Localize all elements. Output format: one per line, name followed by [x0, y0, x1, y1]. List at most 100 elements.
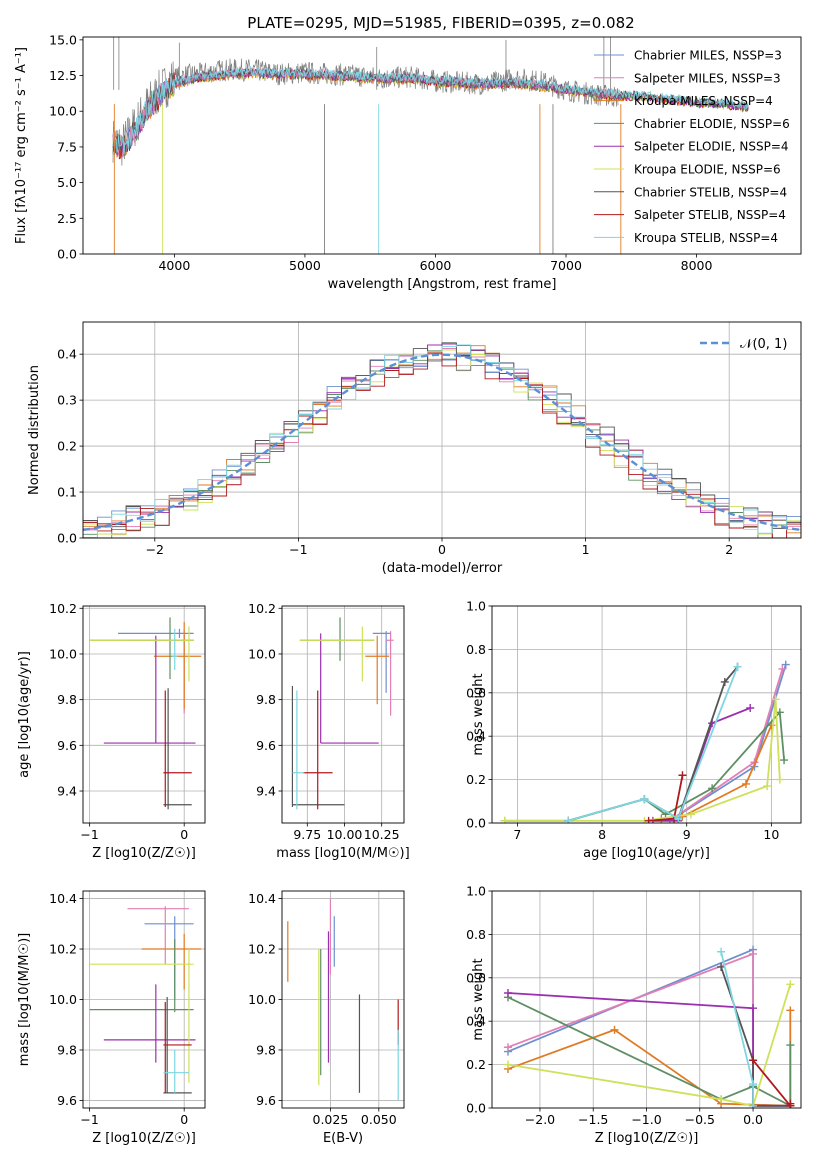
- residuals-ytick-label: 0.0: [57, 531, 77, 546]
- age_vs_mass-xtick-label: 10.00: [327, 827, 363, 842]
- spectrum-xtick-label: 5000: [289, 258, 321, 273]
- residuals-xtick-label: 2: [725, 542, 733, 557]
- errorbar-point-salpeter-stelib: [163, 1002, 192, 1093]
- mass_vs_Z-x-axis-label: Z [log10(Z/Z☉)]: [92, 1131, 196, 1146]
- residuals-panel: −2 −1 0 1 2 0.0 0.1 0.2 0.3 0.4 (data-model)/error…: [27, 321, 802, 576]
- weight-point-marker: [749, 1056, 758, 1065]
- weight-point-marker: [733, 662, 742, 671]
- spectrum-y-axis-label: Flux [fλ10⁻¹⁷ erg cm⁻² s⁻¹ A⁻¹]: [14, 47, 29, 244]
- weight_vs_Z-plot-area: [503, 945, 795, 1108]
- weight_vs_Z-xtick-label: −2.0: [525, 1112, 555, 1127]
- age_vs_mass-x-axis-label: mass [log10(M/M☉)]: [276, 846, 409, 861]
- mass_vs_ebv-frame: [281, 890, 405, 1109]
- weight-point-marker: [717, 1095, 726, 1104]
- age_vs_Z-ytick-label: 9.4: [57, 784, 77, 799]
- age_vs_Z-y-axis-label: age [log10(age/yr)]: [17, 651, 32, 778]
- errorbar-point-kroupa-stelib: [171, 628, 178, 670]
- weight_vs_Z-x-axis-label: Z [log10(Z/Z☉)]: [595, 1131, 699, 1146]
- errorbar-point-chabrier-stelib: [291, 685, 345, 808]
- weight_vs_Z-y-axis-label: mass weight: [471, 958, 486, 1040]
- mass_vs_Z-grid: [83, 891, 205, 1108]
- spectrum-ytick-label: 2.5: [57, 211, 77, 226]
- mass_vs_Z-xtick-label: 0: [180, 1112, 188, 1127]
- errorbar-point-salpeter-miles: [386, 631, 394, 716]
- mass_vs_ebv-ytick-label: 10.4: [248, 891, 276, 906]
- weight_vs_Z-frame-group: −2.0 −1.5 −1.0 −0.5 0.0 0.0 0.2 0.4 0.6 0.8 1.0 Z […: [466, 884, 802, 1146]
- errorbar-point-salpeter-elodie: [103, 984, 196, 1063]
- weight-point-marker: [610, 1025, 619, 1034]
- weight-series-kroupa-elodie: [503, 980, 795, 1108]
- weight-point-marker: [749, 1004, 758, 1013]
- weight-point-marker: [749, 1101, 758, 1108]
- residuals-ytick-label: 0.4: [57, 347, 77, 362]
- errorbar-point-kroupa-elodie: [299, 626, 375, 682]
- residual-histogram-salpeter-stelib-step: [83, 352, 801, 538]
- weight_vs_age-ytick-label: 0.4: [466, 729, 486, 744]
- errorbar-point-chabrier-miles: [372, 631, 391, 693]
- errorbar-point-salpeter-miles: [127, 906, 189, 965]
- age_vs_mass-grid: [282, 606, 404, 823]
- weight-point-marker: [771, 695, 780, 704]
- age_vs_Z-xtick-label: −1: [80, 827, 98, 842]
- mass_vs_ebv-ytick-label: 9.6: [256, 1093, 276, 1108]
- weight-point-marker: [564, 816, 573, 823]
- weight_vs_Z-ytick-label: 0.2: [466, 1057, 486, 1072]
- weight_vs_age-ytick-label: 0.0: [466, 816, 486, 831]
- mass_vs_Z-ytick-label: 10.4: [49, 891, 77, 906]
- weight_vs_age-frame: [491, 605, 802, 824]
- weight-point-marker: [786, 1041, 795, 1050]
- weight-point-marker: [749, 1080, 758, 1089]
- weight-point-marker: [503, 1043, 512, 1052]
- residuals-x-axis-label: (data-model)/error: [382, 561, 503, 576]
- mass_vs_ebv-ytick-label: 10.0: [248, 992, 276, 1007]
- residuals-y-axis-label: Normed distribution: [27, 365, 42, 495]
- mass-weight-vs-age-panel: 7 8 9 10 0.0 0.2 0.4 0.6 0.8 1.0 age [log10(age/yr…: [466, 599, 802, 861]
- legend-label-chabrier-miles: Chabrier MILES, NSSP=3: [634, 49, 782, 63]
- weight_vs_age-ytick-label: 0.6: [466, 685, 486, 700]
- errorbar-point-kroupa-stelib: [163, 1049, 189, 1093]
- mass-vs-extinction-panel: 0.025 0.050 9.6 9.8 10.0 10.2 10.4 E(B-V): [248, 890, 405, 1146]
- weight-point-marker: [678, 771, 687, 780]
- weight-point-marker: [746, 703, 755, 712]
- weight-point-marker: [503, 988, 512, 997]
- spectrum-xtick-label: 8000: [681, 258, 713, 273]
- spectrum-xtick-label: 4000: [158, 258, 190, 273]
- legend-label-salpeter-stelib: Salpeter STELIB, NSSP=4: [634, 208, 786, 222]
- spectrum-ytick-label: 5.0: [57, 175, 77, 190]
- weight_vs_age-ytick-label: 0.8: [466, 642, 486, 657]
- weight-series-line: [507, 984, 792, 1107]
- weight-point-marker: [708, 784, 717, 793]
- weight-point-marker: [780, 756, 789, 765]
- mass_vs_ebv-ytick-label: 10.2: [248, 942, 276, 957]
- mass_vs_ebv-frame-group: 0.025 0.050 9.6 9.8 10.0 10.2 10.4 E(B-V): [248, 890, 405, 1146]
- weight-point-marker: [720, 677, 729, 686]
- spectrum-legend: Chabrier MILES, NSSP=3 Salpeter MILES, NS…: [594, 49, 790, 245]
- age_vs_Z-ytick-label: 10.2: [49, 601, 77, 616]
- mass_vs_Z-y-axis-label: mass [log10(M/M☉)]: [17, 933, 32, 1066]
- age_vs_Z-frame-group: −1 0 9.4 9.6 9.8 10.0 10.2 Z [log10(Z/Z☉)] age […: [17, 601, 206, 861]
- age_vs_Z-ytick-label: 9.6: [57, 738, 77, 753]
- age_vs_mass-ytick-label: 10.2: [248, 601, 276, 616]
- residuals-ytick-label: 0.2: [57, 439, 77, 454]
- age_vs_mass-xtick-label: 10.25: [364, 827, 400, 842]
- weight-point-marker: [686, 810, 695, 819]
- mass_vs_Z-plot-area: [89, 906, 202, 1094]
- weight_vs_age-xtick-label: 7: [513, 827, 521, 842]
- mass_vs_ebv-xtick-label: 0.025: [313, 1112, 349, 1127]
- mass_vs_ebv-xtick-label: 0.050: [361, 1112, 397, 1127]
- weight-point-marker: [717, 947, 726, 956]
- weight-point-marker: [786, 980, 795, 989]
- residuals-frame: [82, 321, 802, 539]
- normal-distribution-curve: [83, 353, 801, 532]
- mass_vs_ebv-plot-area: [287, 898, 399, 1101]
- age_vs_Z-ytick-label: 10.0: [49, 646, 77, 661]
- residuals-xtick-label: −1: [289, 542, 307, 557]
- age_vs_Z-frame: [82, 605, 206, 824]
- weight-series-kroupa-stelib: [717, 947, 758, 1108]
- errorbar-point-chabrier-elodie: [89, 938, 194, 1013]
- age_vs_mass-ytick-label: 9.6: [256, 738, 276, 753]
- weight_vs_age-frame-group: 7 8 9 10 0.0 0.2 0.4 0.6 0.8 1.0 age [log10(age/yr…: [466, 599, 802, 861]
- model-spectrum-salpeter-stelib-line: [112, 68, 749, 160]
- spectrum-ytick-label: 15.0: [49, 32, 77, 47]
- legend-label-normal-distribution: 𝒩(0, 1): [740, 337, 787, 352]
